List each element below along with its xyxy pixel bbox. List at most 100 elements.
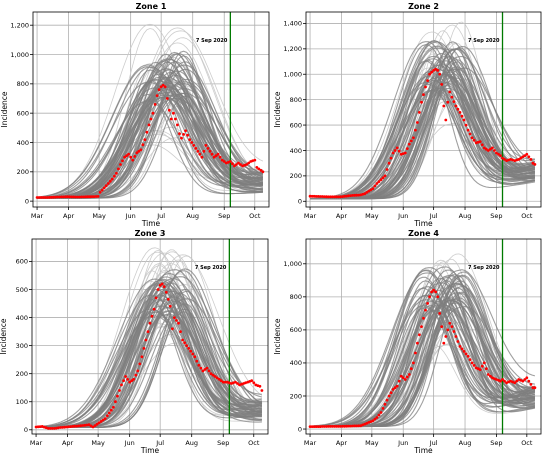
zone-1-observed-point — [239, 163, 242, 166]
zone-1-observed-point — [90, 195, 94, 199]
zone-1-observed-point — [149, 117, 153, 121]
zone-2-observed-point — [391, 151, 395, 155]
zone-3-observed-point — [118, 389, 121, 392]
zone-3-observed-point — [258, 384, 262, 388]
zone-2-observed-point — [335, 195, 338, 199]
zone-2-observed-point — [489, 147, 492, 151]
zone-3-observed-point — [107, 411, 111, 415]
zone-1-observed-point — [190, 141, 194, 144]
zone-4-observed-point — [438, 312, 442, 315]
zone-2-observed-point — [446, 100, 450, 104]
zone-1-observed-point — [76, 195, 80, 199]
zone-3-trajectory-line — [36, 284, 262, 428]
zone-1-observed-point — [169, 117, 173, 121]
zone-2-observed-point — [460, 114, 464, 118]
zone-1-observed-point — [54, 195, 57, 199]
zone-2-observed-point — [426, 79, 429, 82]
zone-4-x-axis-label: Time — [413, 446, 433, 455]
zone-3-observed-point — [171, 327, 174, 331]
zone-3-observed-series — [34, 282, 264, 430]
zone-2-y-tick-label: 200 — [290, 172, 302, 180]
zone-2-title: Zone 2 — [408, 2, 439, 11]
zone-4-observed-point — [369, 420, 373, 423]
zone-2-observed-point — [495, 151, 498, 155]
zone-2-observed-point — [355, 193, 358, 197]
zone-4-y-tick-label: 0 — [298, 425, 302, 433]
zone-1-observed-point — [208, 149, 212, 153]
zone-3-trajectory-line — [36, 269, 263, 429]
zone-3-observed-point — [260, 389, 264, 392]
zone-4-observed-point — [310, 425, 314, 428]
zone-3-observed-point — [132, 377, 136, 381]
zone-3-x-tick-label: Mar — [30, 439, 43, 447]
zone-1-y-tick-label: 1,200 — [10, 21, 29, 29]
zone-4-observed-point — [495, 378, 498, 381]
zone-1-observed-point — [237, 161, 240, 165]
zone-3-x-tick-label: Oct — [248, 439, 260, 447]
zone-3-observed-point — [150, 314, 154, 318]
zone-3-observed-point — [38, 425, 42, 428]
zone-1-observed-point — [80, 195, 84, 199]
zone-2-observed-point — [337, 195, 340, 199]
zone-2-observed-point — [389, 156, 393, 160]
zone-3-observed-point — [173, 316, 176, 319]
zone-4-observed-point — [426, 302, 429, 305]
zone-1-observed-point — [135, 151, 139, 155]
zone-4-observed-point — [529, 383, 533, 386]
zone-1-observed-point — [216, 152, 220, 156]
zone-4-observed-point — [324, 425, 328, 428]
zone-2-y-tick-label: 1,200 — [283, 45, 302, 53]
zone-1-observed-point — [104, 184, 108, 188]
zone-2-y-tick-label: 0 — [298, 198, 302, 206]
zone-1-observed-point — [47, 196, 51, 199]
zone-1-observed-point — [182, 133, 186, 136]
zone-3-x-tick-label: Sep — [217, 439, 229, 447]
zone-3-observed-point — [122, 379, 125, 383]
zone-4-date-annotation: 7 Sep 2020 — [468, 265, 500, 271]
zone-1-observed-point — [94, 195, 98, 198]
zone-2-observed-point — [310, 194, 314, 198]
zone-1-observed-point — [137, 149, 141, 153]
zone-2-observed-point — [456, 107, 460, 111]
zone-4-observed-point — [430, 290, 433, 294]
zone-1-observed-series — [35, 83, 265, 199]
zone-1-y-tick-label: 1,000 — [10, 51, 29, 59]
zone-1-observed-point — [60, 195, 63, 199]
zone-1-observed-point — [188, 138, 192, 142]
zone-2-observed-point — [462, 118, 466, 122]
zone-4-observed-point — [337, 425, 340, 428]
zone-3-observed-point — [44, 426, 48, 430]
zone-3-observed-point — [48, 427, 52, 430]
zone-2-observed-point — [326, 195, 330, 199]
zone-1-observed-point — [141, 143, 145, 147]
zone-2-observed-point — [322, 195, 326, 199]
zone-2-x-tick-label: May — [365, 212, 379, 220]
zone-3-observed-point — [162, 285, 166, 289]
zone-1-trajectory-line — [37, 92, 263, 199]
zone-2-observed-point — [452, 100, 456, 103]
zone-4-trajectory-line — [310, 305, 536, 428]
zone-2-observed-point — [484, 147, 488, 151]
zone-2-observed-point — [401, 152, 405, 156]
zone-1-observed-point — [196, 149, 200, 153]
zone-2-observed-point — [523, 154, 527, 158]
zone-1-y-tick-label: 400 — [17, 139, 29, 147]
zone-4-observed-point — [511, 380, 514, 384]
zone-1-trajectory-line — [37, 64, 263, 198]
zone-4-observed-point — [387, 394, 391, 398]
zone-1-observed-point — [86, 195, 90, 199]
zone-4-observed-point — [428, 295, 431, 299]
zone-3-observed-point — [136, 369, 140, 373]
zone-4-observed-point — [351, 424, 354, 428]
zone-1-observed-point — [231, 162, 234, 166]
zone-2-observed-point — [330, 195, 334, 199]
zone-1-observed-point — [247, 161, 251, 165]
zone-4-observed-point — [347, 424, 350, 428]
zone-2-observed-point — [377, 180, 381, 184]
zone-4-x-tick-label: Jun — [397, 439, 408, 447]
zone-2-observed-point — [525, 152, 529, 156]
zone-3-date-annotation: 7 Sep 2020 — [195, 265, 227, 271]
zone-3-observed-point — [61, 426, 64, 429]
zone-1-observed-point — [235, 163, 238, 166]
zone-4-observed-point — [345, 424, 348, 428]
